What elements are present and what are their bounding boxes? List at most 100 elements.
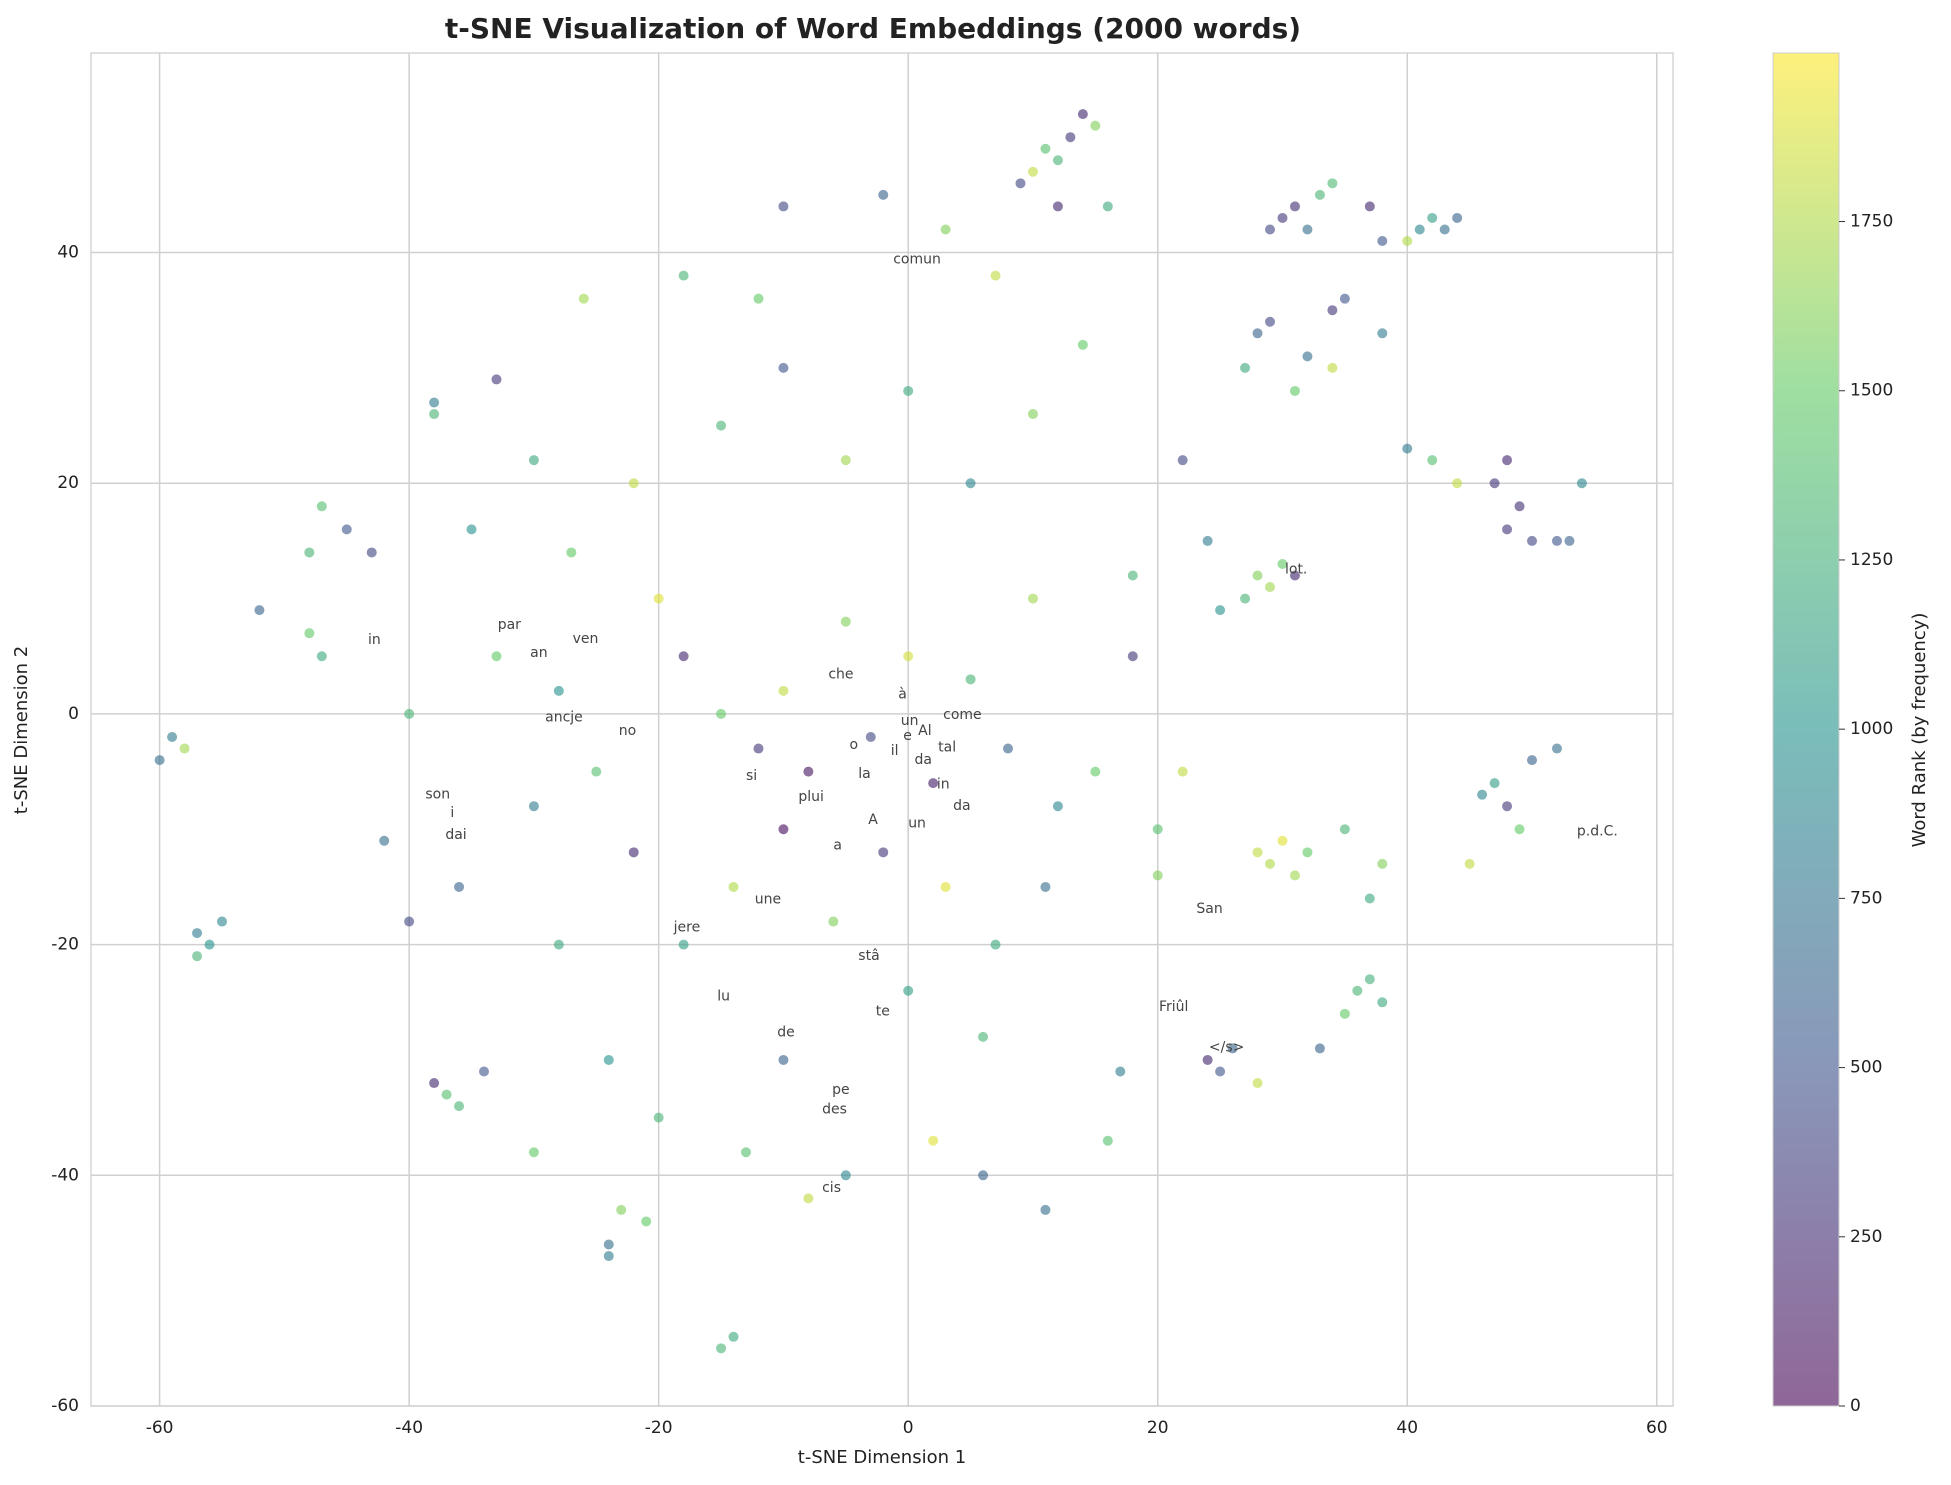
point — [1202, 1054, 1213, 1065]
point — [528, 1147, 539, 1158]
point — [1102, 1135, 1113, 1146]
colorbar-tick-label: 750 — [1850, 888, 1882, 908]
point — [990, 939, 1001, 950]
x-tick-label: -40 — [395, 1418, 423, 1438]
point — [753, 293, 764, 304]
point — [1502, 524, 1513, 535]
points — [154, 109, 1587, 1354]
word-label: ven — [573, 631, 599, 647]
point — [878, 189, 889, 200]
point — [466, 524, 477, 535]
point — [154, 755, 165, 766]
point — [454, 1101, 465, 1112]
word-label: in — [368, 632, 381, 648]
point — [1027, 166, 1038, 177]
point — [1252, 570, 1263, 581]
word-label: </s> — [1209, 1039, 1244, 1055]
point — [753, 743, 764, 754]
point — [1027, 593, 1038, 604]
point — [840, 455, 851, 466]
point — [316, 501, 327, 512]
word-label: A — [868, 812, 878, 828]
word-label: une — [755, 892, 781, 908]
word-label: an — [530, 645, 547, 661]
point — [903, 385, 914, 396]
point — [254, 605, 265, 616]
point — [1040, 143, 1051, 154]
point — [778, 1054, 789, 1065]
point — [1015, 178, 1026, 189]
point — [1152, 870, 1163, 881]
point — [1052, 801, 1063, 812]
colorbar-tick-label: 500 — [1850, 1058, 1882, 1078]
point — [1177, 766, 1188, 777]
point — [1377, 858, 1388, 869]
point — [1052, 201, 1063, 212]
point — [978, 1031, 989, 1042]
point — [865, 731, 876, 742]
point — [1227, 1043, 1238, 1054]
word-label: da — [914, 752, 931, 768]
point — [1364, 893, 1375, 904]
word-label: lot. — [1285, 562, 1307, 578]
y-tick-label: 20 — [57, 473, 79, 493]
point — [1252, 328, 1263, 339]
point — [1265, 316, 1276, 327]
point — [1489, 478, 1500, 489]
point — [1327, 362, 1338, 373]
point — [840, 1170, 851, 1181]
word-label: à — [898, 686, 907, 702]
point — [1452, 478, 1463, 489]
point — [678, 270, 689, 281]
word-label: e — [903, 728, 912, 744]
point — [1302, 224, 1313, 235]
grid — [91, 53, 1673, 1407]
point — [479, 1066, 490, 1077]
point — [578, 293, 589, 304]
point — [1265, 224, 1276, 235]
point — [1427, 455, 1438, 466]
point — [1265, 582, 1276, 593]
point — [1364, 201, 1375, 212]
point — [1327, 305, 1338, 316]
colorbar-tick-label: 1750 — [1850, 212, 1893, 232]
word-label: un — [908, 816, 926, 832]
point — [678, 939, 689, 950]
point — [1352, 985, 1363, 996]
point — [192, 928, 203, 939]
point — [1527, 755, 1538, 766]
point — [1090, 766, 1101, 777]
point — [741, 1147, 752, 1158]
chart-title: t-SNE Visualization of Word Embeddings (… — [445, 12, 1301, 45]
point — [1127, 570, 1138, 581]
point — [1339, 824, 1350, 835]
point — [192, 951, 203, 962]
word-label: lu — [717, 989, 730, 1005]
point — [179, 743, 190, 754]
point — [903, 985, 914, 996]
word-label: tal — [938, 739, 956, 755]
point — [366, 547, 377, 558]
point — [1414, 224, 1425, 235]
point — [840, 616, 851, 627]
word-label: de — [777, 1024, 795, 1040]
word-label: des — [822, 1102, 847, 1118]
point — [1402, 236, 1413, 247]
point — [803, 766, 814, 777]
point — [491, 651, 502, 662]
point — [1289, 870, 1300, 881]
point — [1289, 385, 1300, 396]
x-tick-label: -60 — [146, 1418, 174, 1438]
plot-area — [90, 52, 1674, 1407]
point — [1377, 328, 1388, 339]
point — [1551, 743, 1562, 754]
point — [1065, 132, 1076, 143]
point — [441, 1089, 452, 1100]
point — [728, 1331, 739, 1342]
x-tick-label: 0 — [903, 1418, 914, 1438]
point — [828, 916, 839, 927]
point — [716, 1343, 727, 1354]
point — [553, 685, 564, 696]
